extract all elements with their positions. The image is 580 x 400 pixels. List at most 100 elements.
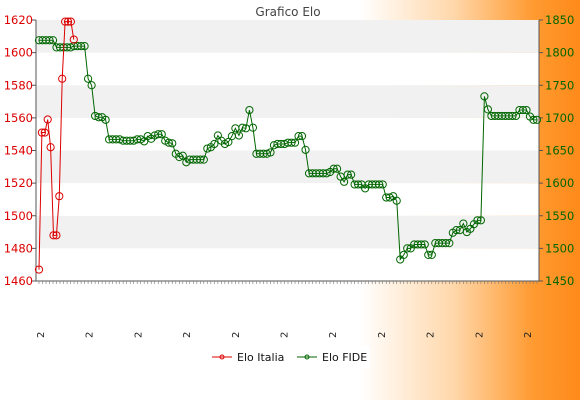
fide-point [378, 180, 387, 189]
left-tick-label: 1580 [4, 78, 33, 92]
grid-band [36, 150, 539, 184]
italia-point [58, 74, 67, 83]
fide-point [203, 144, 212, 153]
legend-box [200, 346, 370, 368]
fide-point [354, 180, 363, 189]
x-tick-label: 2 [523, 332, 534, 338]
left-tick-label: 1460 [4, 274, 33, 288]
grid-bands [36, 20, 539, 281]
grid-band [36, 85, 539, 118]
fide-point [168, 139, 177, 148]
fide-point [392, 196, 401, 205]
fide-point [45, 36, 54, 45]
fide-point [301, 145, 310, 154]
chart-title: Grafico Elo [255, 5, 320, 19]
fide-point [445, 239, 454, 248]
italia-point [37, 128, 47, 137]
fide-point [459, 219, 468, 228]
italia-point [40, 128, 49, 137]
left-tick-label: 1500 [4, 209, 33, 223]
fide-point [403, 244, 412, 253]
fide-point [340, 177, 349, 186]
fide-point [199, 155, 208, 164]
right-tick-label: 1850 [545, 13, 574, 27]
italia-point [34, 265, 44, 274]
italia-point [52, 231, 61, 240]
x-tick-label: 2 [377, 332, 388, 338]
fide-point [297, 132, 307, 141]
grid-band [36, 248, 539, 281]
fide-point [385, 193, 394, 202]
right-tick-label: 1600 [545, 176, 574, 190]
fide-point [476, 216, 485, 225]
fide-point [48, 36, 58, 45]
grid-band [36, 20, 539, 53]
italia-point [43, 115, 52, 124]
fide-point [76, 42, 86, 51]
fide-point [518, 105, 528, 115]
right-ticks: 1450 1500 1550 1600 1650 1700 1750 1800 1850 [539, 13, 574, 288]
fide-point [508, 111, 517, 121]
fide-point [375, 180, 384, 189]
fide-point [175, 152, 184, 162]
legend-label-italia: Elo Italia [237, 351, 284, 364]
x-tick-label: 2 [182, 332, 193, 338]
fide-point [427, 250, 436, 259]
italia-line [38, 21, 75, 270]
fide-point [417, 240, 426, 249]
fide-point [329, 164, 338, 173]
fide-point [473, 216, 482, 225]
x-tick-label: 2 [231, 332, 242, 338]
fide-point [483, 105, 493, 114]
right-tick-label: 1750 [545, 78, 574, 92]
grid-band [36, 183, 539, 216]
fide-point [511, 111, 521, 121]
x-tick-label: 2 [426, 332, 437, 338]
fide-point [294, 132, 303, 141]
fide-point [248, 123, 258, 132]
legend-marker-italia [219, 354, 225, 360]
x-ticks: 2 2 2 2 2 2 2 2 2 2 2 [36, 281, 538, 338]
x-tick-label: 2 [85, 332, 96, 338]
fide-point [87, 81, 96, 90]
x-tick-label: 2 [36, 332, 47, 338]
italia-point [46, 143, 55, 152]
right-tick-label: 1650 [545, 144, 574, 158]
fide-point [101, 115, 110, 124]
right-tick-label: 1550 [545, 209, 574, 223]
fide-point [532, 115, 542, 124]
fide-point [224, 137, 233, 147]
fide-point [332, 164, 342, 173]
fide-point [154, 130, 163, 139]
fide-point [210, 139, 219, 149]
grid-band [36, 215, 539, 249]
x-tick-label: 2 [328, 332, 339, 338]
left-tick-label: 1560 [4, 111, 33, 125]
left-tick-label: 1620 [4, 13, 33, 27]
left-tick-label: 1600 [4, 46, 33, 60]
right-tick-label: 1800 [545, 46, 574, 60]
fide-point [399, 250, 408, 259]
fide-point [245, 105, 254, 115]
series-elo-fide [34, 36, 542, 264]
fide-point [347, 170, 356, 179]
italia-point [61, 17, 70, 26]
fide-point [343, 170, 352, 179]
fide-point [262, 149, 272, 158]
fide-point [420, 240, 429, 249]
x-tick-label: 2 [280, 332, 291, 338]
fide-point [238, 123, 247, 132]
left-tick-label: 1540 [4, 144, 33, 158]
legend-marker-fide [304, 354, 310, 360]
fide-point [196, 155, 205, 164]
fide-point [452, 226, 461, 235]
fide-point [234, 131, 244, 140]
fide-point [287, 138, 296, 147]
italia-point [66, 17, 76, 26]
fide-point [94, 113, 103, 122]
fide-point [529, 115, 538, 124]
x-tick-label: 2 [474, 332, 485, 338]
right-tick-label: 1500 [545, 241, 574, 255]
fide-point [322, 169, 331, 178]
